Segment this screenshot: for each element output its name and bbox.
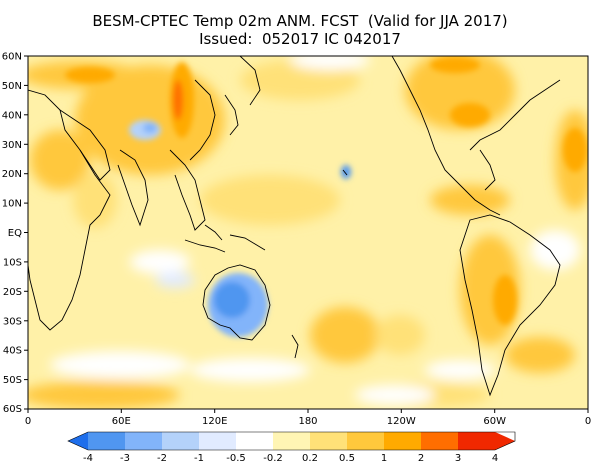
map-subtitle: Issued: 052017 IC 042017 <box>199 30 401 48</box>
lat-label: 50N <box>2 81 22 92</box>
legend-swatch <box>125 432 162 450</box>
legend-label: -4 <box>83 453 93 464</box>
lon-label: 60E <box>112 416 131 427</box>
color-legend: -4 -3 -2 -1 -0.5 -0.2 0.2 0.5 1 2 3 4 <box>67 431 516 464</box>
lat-label: 20S <box>3 287 22 298</box>
legend-label: 3 <box>455 453 461 464</box>
legend-swatch <box>458 432 495 450</box>
legend-label: -3 <box>120 453 130 464</box>
legend-label: 0.2 <box>302 453 318 464</box>
lat-label: 40N <box>2 110 22 121</box>
legend-label: 4 <box>492 453 498 464</box>
anomaly-field <box>28 56 588 409</box>
legend-label: 2 <box>418 453 424 464</box>
legend-swatch <box>384 432 421 450</box>
lat-label: 10S <box>3 257 22 268</box>
lat-label: 30N <box>2 140 22 151</box>
lon-label: 120W <box>387 416 416 427</box>
legend-label: -1 <box>194 453 204 464</box>
legend-swatch <box>162 432 199 450</box>
latitude-axis: 60N 50N 40N 30N 20N 10N EQ 10S 20S 30S 4… <box>2 52 28 415</box>
legend-label: -0.5 <box>226 453 246 464</box>
legend-swatch <box>88 432 125 450</box>
legend-swatch <box>347 432 384 450</box>
map-title: BESM-CPTEC Temp 02m ANM. FCST (Valid for… <box>92 12 508 30</box>
longitude-axis: 0 60E 120E 180 120W 60W 0 <box>25 409 591 427</box>
legend-swatch <box>68 432 88 450</box>
lon-label: 120E <box>202 416 227 427</box>
lat-label: 40S <box>3 346 22 357</box>
lon-label: 0 <box>25 416 31 427</box>
legend-label: -2 <box>157 453 167 464</box>
lat-label: 60S <box>3 404 22 415</box>
legend-label: 0.5 <box>339 453 355 464</box>
legend-swatch <box>199 432 236 450</box>
lon-label: 180 <box>298 416 317 427</box>
lon-label: 60W <box>483 416 506 427</box>
lat-label: 50S <box>3 375 22 386</box>
lat-label: 20N <box>2 169 22 180</box>
coastlines <box>28 56 561 397</box>
lat-label: 30S <box>3 316 22 327</box>
legend-label: -0.2 <box>263 453 283 464</box>
legend-swatch <box>273 432 310 450</box>
legend-label: 1 <box>381 453 387 464</box>
legend-swatch <box>310 432 347 450</box>
lat-label: 10N <box>2 199 22 210</box>
legend-swatch <box>421 432 458 450</box>
lat-label: EQ <box>8 228 22 239</box>
legend-swatch <box>236 432 273 450</box>
lat-label: 60N <box>2 52 22 63</box>
legend-swatch <box>495 432 515 450</box>
lon-label: 0 <box>585 416 591 427</box>
